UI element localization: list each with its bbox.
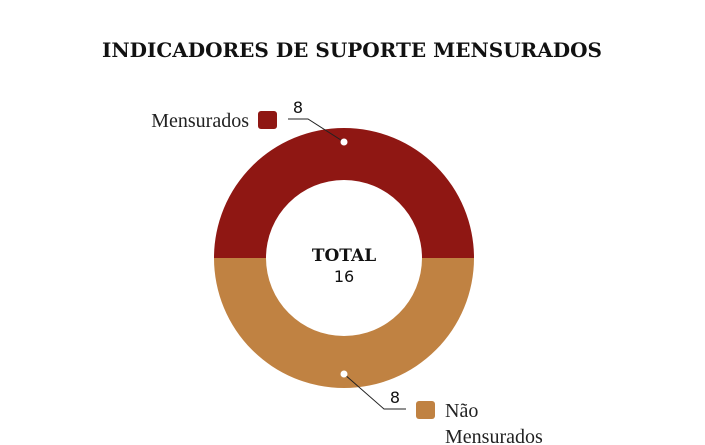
chart-title: INDICADORES DE SUPORTE MENSURADOS xyxy=(102,38,602,62)
legend-label: Mensurados xyxy=(445,426,543,445)
center-total-value: 16 xyxy=(334,267,354,286)
leader-line xyxy=(288,118,345,143)
legend-swatch xyxy=(258,111,277,129)
legend-label: Não xyxy=(445,400,478,422)
donut-slice xyxy=(214,258,474,388)
leader-dot xyxy=(340,138,348,146)
leader-dot xyxy=(340,370,348,378)
leader-line xyxy=(343,373,406,410)
donut-slice xyxy=(214,128,474,258)
center-total-label: TOTAL xyxy=(312,246,376,266)
legend-swatch xyxy=(416,401,435,419)
data-label: 8 xyxy=(390,388,400,407)
data-label: 8 xyxy=(293,98,303,117)
legend-label: Mensurados xyxy=(151,110,249,132)
